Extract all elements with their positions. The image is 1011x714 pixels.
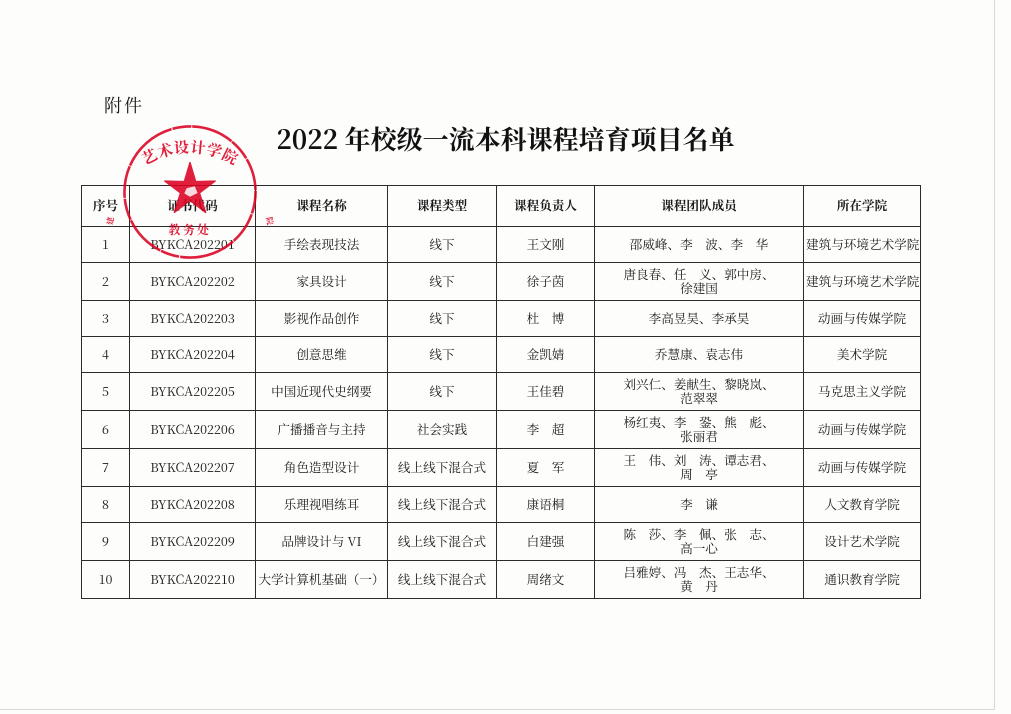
svg-text:教务处: 教务处 [169, 221, 212, 238]
svg-text:院: 院 [263, 216, 275, 226]
svg-text:建: 建 [104, 216, 116, 226]
